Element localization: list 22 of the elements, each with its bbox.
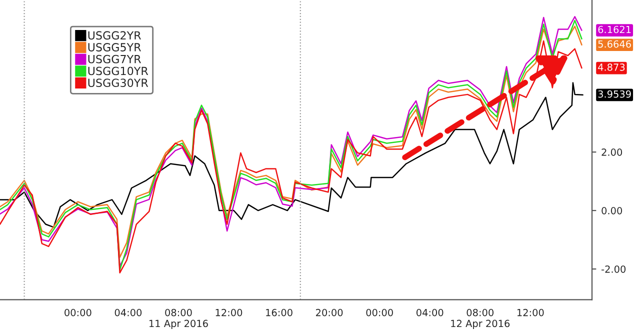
y-tick-label: 0.00 <box>602 207 622 214</box>
legend-label: USGG5YR <box>88 43 142 52</box>
x-tick-label: 16:00 <box>266 308 292 316</box>
x-tick-label: 12:00 <box>216 308 242 316</box>
data-label: 6.1621 <box>598 26 631 34</box>
x-tick-label: 00:00 <box>64 308 92 316</box>
y-tick-label: 2.00 <box>602 148 622 156</box>
x-tick-label: 20:00 <box>316 308 343 316</box>
x-tick-label: 12:00 <box>517 308 544 316</box>
data-label: 4.873 <box>598 64 625 71</box>
legend-label: USGG7YR <box>88 54 142 64</box>
legend-label: USGG2YR <box>88 31 142 40</box>
x-tick-label: 04:00 <box>114 308 142 316</box>
x-tick-label: 04:00 <box>416 308 444 316</box>
data-label: 5.6646 <box>598 40 631 48</box>
x-tick-label: 08:00 11 Apr 2016 <box>149 308 208 330</box>
x-tick-label: 08:00 12 Apr 2016 <box>451 308 510 330</box>
x-tick-label: 00:00 <box>366 308 393 316</box>
legend-label: USGG30YR <box>88 78 148 88</box>
data-label: 3.9539 <box>598 90 631 98</box>
y-tick-label: -2.00 <box>602 265 626 273</box>
legend-label: USGG10YR <box>88 66 148 76</box>
